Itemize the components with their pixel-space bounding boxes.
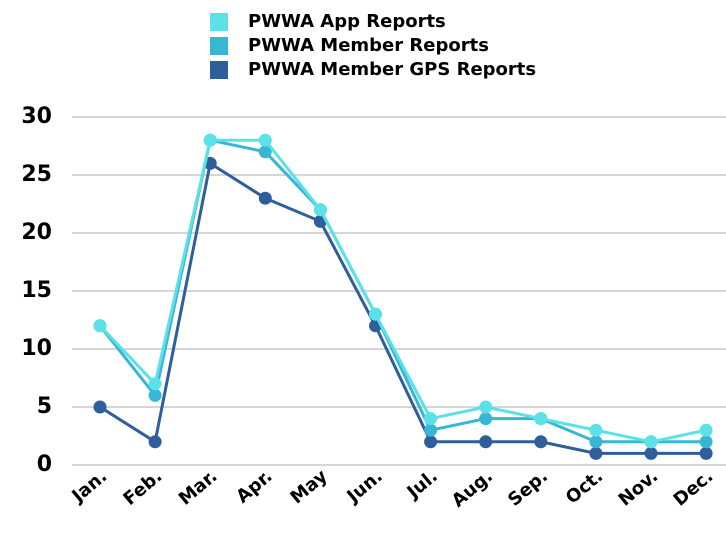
x-tick-label: Jun. — [342, 466, 387, 509]
data-point — [699, 446, 713, 460]
x-tick-label: Nov. — [615, 466, 663, 511]
x-tick-label: Dec. — [670, 466, 718, 511]
x-tick-label: Feb. — [119, 466, 166, 510]
data-point — [258, 133, 272, 147]
legend-swatch — [210, 61, 228, 79]
data-point — [148, 388, 162, 402]
data-point — [424, 423, 438, 437]
data-point — [93, 319, 107, 333]
data-point — [534, 435, 548, 449]
data-point — [589, 423, 603, 437]
data-point — [258, 145, 272, 159]
y-tick-label: 25 — [21, 162, 52, 187]
y-tick-label: 5 — [37, 394, 52, 419]
data-point — [589, 446, 603, 460]
series-line — [99, 160, 707, 455]
x-tick-label: Aug. — [448, 466, 497, 512]
data-point — [699, 435, 713, 449]
y-tick-label: 15 — [21, 278, 52, 303]
data-point — [93, 400, 107, 414]
data-point — [699, 423, 713, 437]
y-tick-label: 20 — [21, 220, 52, 245]
data-point — [369, 307, 382, 321]
x-tick-label: Apr. — [232, 466, 276, 508]
series-line — [98, 138, 707, 444]
data-point — [479, 412, 493, 426]
x-tick-label: May — [287, 466, 332, 509]
data-point — [313, 203, 327, 217]
x-tick-label: Oct. — [562, 466, 607, 509]
x-tick-label: Jan. — [67, 466, 112, 508]
data-point — [644, 435, 658, 449]
y-tick-label: 10 — [21, 336, 52, 361]
data-point — [479, 400, 493, 414]
data-point — [258, 191, 272, 205]
legend-label: PWWA Member Reports — [248, 35, 489, 56]
x-tick-label: Jul. — [402, 466, 442, 504]
data-point — [424, 435, 438, 449]
data-point — [644, 446, 658, 460]
data-point — [148, 435, 162, 449]
data-point — [203, 133, 217, 147]
legend-swatch — [210, 37, 228, 55]
x-tick-label: Mar. — [175, 466, 222, 510]
data-point — [424, 412, 438, 426]
data-point — [534, 412, 548, 426]
legend-label: PWWA Member GPS Reports — [248, 59, 536, 80]
data-point — [479, 435, 493, 449]
legend-label: PWWA App Reports — [248, 11, 446, 32]
x-tick-label: Sep. — [504, 466, 552, 511]
data-point — [589, 435, 603, 449]
y-tick-label: 30 — [21, 104, 52, 129]
y-tick-label: 0 — [37, 452, 52, 477]
legend-swatch — [210, 13, 228, 31]
data-point — [148, 377, 162, 391]
